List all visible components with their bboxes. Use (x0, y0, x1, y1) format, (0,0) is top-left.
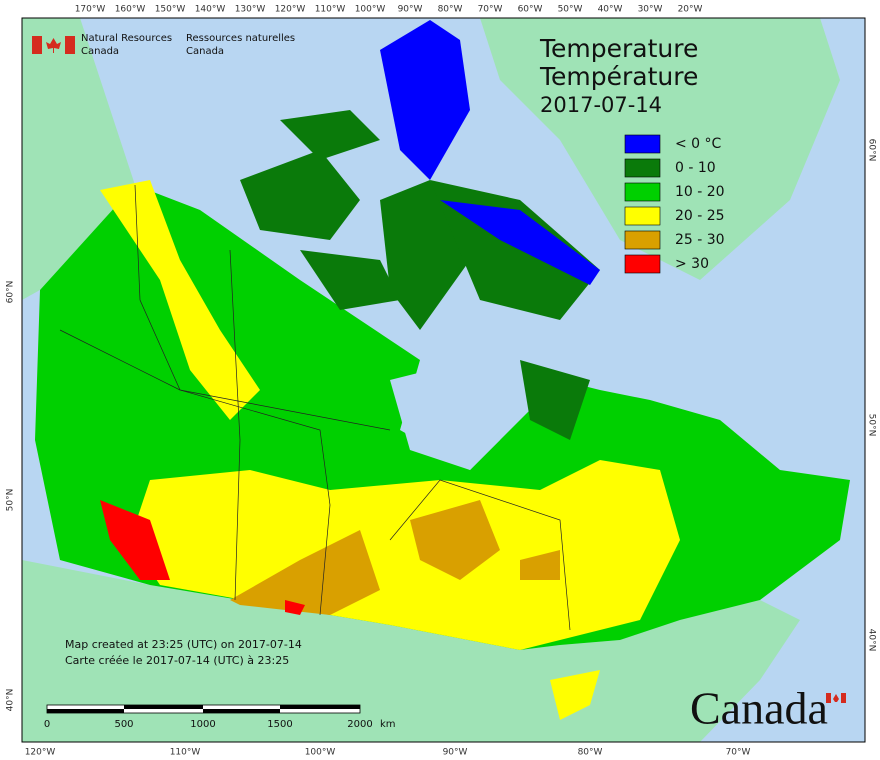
flag-bar (32, 36, 42, 54)
scale-unit: km (380, 719, 396, 730)
title-fr: Température (539, 62, 698, 91)
legend-swatch (624, 254, 661, 274)
zone-25-30 (520, 550, 560, 580)
legend: < 0 °C 0 - 10 10 - 20 20 - 25 25 - 30 > 30 (624, 134, 725, 274)
scale-label: 0 (44, 719, 50, 730)
longitude-label: 100°W (305, 748, 336, 758)
legend-label: 25 - 30 (675, 232, 725, 248)
longitude-label: 70°W (478, 5, 503, 15)
legend-swatch (624, 206, 661, 226)
legend-swatch (624, 182, 661, 202)
longitude-label: 70°W (726, 748, 751, 758)
boundary (59, 329, 391, 431)
wordmark: Canada (690, 683, 846, 734)
scale-label: 500 (114, 719, 133, 730)
boundary (229, 249, 241, 601)
legend-label: < 0 °C (675, 136, 722, 152)
longitude-label: 120°W (275, 5, 306, 15)
longitude-label: 20°W (678, 5, 703, 15)
credit-fr: Carte créée le 2017-07-14 (UTC) à 23:25 (65, 654, 289, 667)
longitude-label: 110°W (170, 748, 201, 758)
wordmark-text: Canada (690, 683, 828, 734)
longitude-label: 60°W (518, 5, 543, 15)
zone-below-0 (380, 20, 470, 180)
legend-swatch (624, 134, 661, 154)
wordmark-flag (841, 693, 846, 703)
date: 2017-07-14 (540, 93, 662, 117)
scale-bar-segment (280, 705, 360, 709)
longitude-label: 160°W (115, 5, 146, 15)
zone-over-30 (100, 500, 170, 580)
zone-over-30 (285, 600, 305, 615)
agency-en: Canada (81, 46, 119, 57)
graticule-labels: 170°W 160°W 150°W 140°W 130°W 120°W 110°W 100°W… (6, 5, 877, 758)
scale-bar-segment (47, 709, 124, 713)
longitude-label: 110°W (315, 5, 346, 15)
title-en: Temperature (539, 34, 698, 63)
zone-0-10 (280, 110, 380, 160)
longitude-label: 40°W (598, 5, 623, 15)
longitude-label: 90°W (443, 748, 468, 758)
zone-20-25-north (100, 180, 260, 420)
alaska (22, 18, 135, 300)
agency-fr: Ressources naturelles (186, 33, 295, 44)
agency-header: Natural Resources Canada Ressources natu… (32, 33, 295, 57)
zone-below-0 (440, 200, 600, 285)
credit-en: Map created at 23:25 (UTC) on 2017-07-14 (65, 638, 302, 651)
latitude-label: 50°N (867, 414, 877, 437)
zone-0-10 (240, 150, 360, 240)
legend-label: 20 - 25 (675, 208, 725, 224)
longitude-label: 80°W (438, 5, 463, 15)
wordmark-flag (826, 693, 831, 703)
boundary (134, 184, 331, 616)
legend-label: > 30 (675, 256, 709, 272)
latitude-label: 60°N (867, 139, 877, 162)
scale-label: 1500 (267, 719, 292, 730)
longitude-label: 150°W (155, 5, 186, 15)
hudson-bay (390, 360, 520, 470)
wordmark-leaf (833, 694, 839, 702)
united-states (22, 560, 800, 742)
longitude-label: 140°W (195, 5, 226, 15)
scale-bar: 0 500 1000 1500 2000 km (44, 704, 396, 730)
longitude-label: 170°W (75, 5, 106, 15)
longitude-label: 30°W (638, 5, 663, 15)
longitude-label: 50°W (558, 5, 583, 15)
latitude-label: 60°N (6, 281, 16, 304)
zone-0-10 (300, 250, 400, 310)
longitude-label: 80°W (578, 748, 603, 758)
map-land (22, 18, 850, 742)
legend-label: 10 - 20 (675, 184, 725, 200)
longitude-label: 130°W (235, 5, 266, 15)
longitude-label: 90°W (398, 5, 423, 15)
zone-25-30 (410, 500, 500, 580)
maple-leaf (46, 38, 61, 53)
scale-bar-segment (203, 709, 280, 713)
latitude-label: 40°N (6, 689, 16, 712)
longitude-label: 120°W (25, 748, 56, 758)
latitude-label: 50°N (6, 489, 16, 512)
scale-label: 2000 (347, 719, 372, 730)
zone-25-30 (230, 530, 380, 615)
agency-en: Natural Resources (81, 33, 172, 44)
zone-0-10 (520, 360, 590, 440)
zone-20-25-ontario (550, 670, 600, 720)
legend-swatch (624, 158, 661, 178)
legend-swatch (624, 230, 661, 250)
flag-bar (65, 36, 75, 54)
boundary (389, 479, 571, 631)
legend-label: 0 - 10 (675, 160, 716, 176)
scale-bar-segment (124, 705, 203, 709)
map-frame (21, 17, 866, 743)
scale-label: 1000 (190, 719, 215, 730)
longitude-label: 100°W (355, 5, 386, 15)
latitude-label: 40°N (867, 629, 877, 652)
agency-fr: Canada (186, 46, 224, 57)
